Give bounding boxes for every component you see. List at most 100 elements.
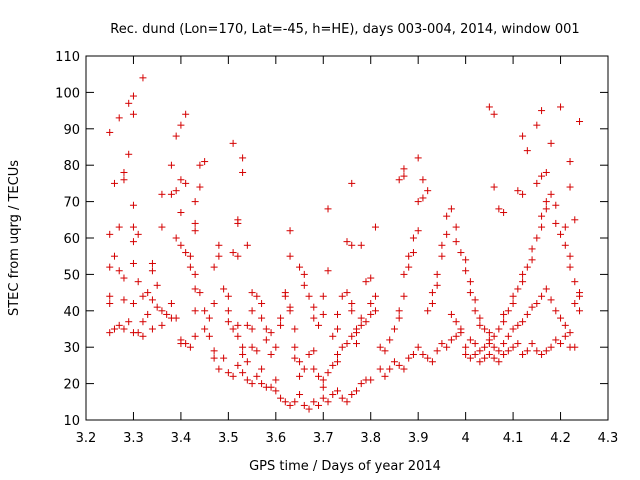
data-point [182,179,190,187]
data-point [267,383,275,391]
data-point [163,310,171,318]
data-point [466,278,474,286]
y-tick-label: 90 [63,123,80,138]
data-point [571,216,579,224]
data-point [519,318,527,326]
data-point [172,314,180,322]
data-point [533,234,541,242]
data-point [367,376,375,384]
data-point [424,354,432,362]
data-point [552,336,560,344]
data-point [576,289,584,297]
data-point [129,238,137,246]
data-point [566,183,574,191]
data-point [300,401,308,409]
data-point [381,347,389,355]
y-tick-label: 50 [63,268,80,283]
data-point [343,289,351,297]
data-point [139,332,147,340]
data-point [139,74,147,82]
data-point [348,307,356,315]
data-point [196,183,204,191]
data-point [376,343,384,351]
data-point [466,336,474,344]
data-point [125,318,133,326]
y-tick-label: 20 [63,378,80,393]
data-point [172,234,180,242]
x-tick-label: 3.3 [123,431,144,446]
data-point [395,307,403,315]
data-point [405,354,413,362]
data-point [523,310,531,318]
data-point [352,340,360,348]
data-point [414,154,422,162]
data-point [462,256,470,264]
data-point [220,354,228,362]
data-point [576,118,584,126]
data-point [557,340,565,348]
data-point [538,292,546,300]
data-point [500,350,508,358]
data-point [357,314,365,322]
data-point [319,394,327,402]
data-point [148,325,156,333]
data-point [542,198,550,206]
data-point [352,325,360,333]
data-point [362,318,370,326]
data-point [167,161,175,169]
data-point [234,332,242,340]
data-point [158,307,166,315]
data-point [291,354,299,362]
data-point [305,405,313,413]
data-point [485,103,493,111]
data-point [296,263,304,271]
data-point [272,343,280,351]
x-tick-label: 3.5 [218,431,239,446]
data-point [471,350,479,358]
data-point [338,292,346,300]
data-point [129,300,137,308]
data-point [371,292,379,300]
data-point [310,398,318,406]
x-tick-label: 3.6 [265,431,286,446]
data-point [400,165,408,173]
data-point [191,270,199,278]
data-point [500,310,508,318]
data-point [272,376,280,384]
data-point [490,332,498,340]
data-point [538,107,546,115]
data-point [286,401,294,409]
y-tick-label: 100 [55,86,80,101]
data-point [504,332,512,340]
data-point [148,259,156,267]
y-tick-label: 60 [63,232,80,247]
data-point [229,249,237,257]
data-point [243,358,251,366]
data-point [390,358,398,366]
data-point [272,387,280,395]
data-point [495,205,503,213]
data-point [485,340,493,348]
data-point [523,347,531,355]
data-point [182,249,190,257]
data-point [343,238,351,246]
data-point [352,387,360,395]
data-point [224,307,232,315]
data-point [343,398,351,406]
data-point [557,103,565,111]
data-point [348,241,356,249]
data-point [400,292,408,300]
data-point [296,372,304,380]
data-point [191,219,199,227]
data-point [239,168,247,176]
data-point [519,132,527,140]
data-point [262,325,270,333]
data-point [428,289,436,297]
data-point [144,310,152,318]
data-point [409,234,417,242]
data-point [428,358,436,366]
data-point [371,223,379,231]
data-point [120,168,128,176]
data-point [495,358,503,366]
data-point [319,376,327,384]
